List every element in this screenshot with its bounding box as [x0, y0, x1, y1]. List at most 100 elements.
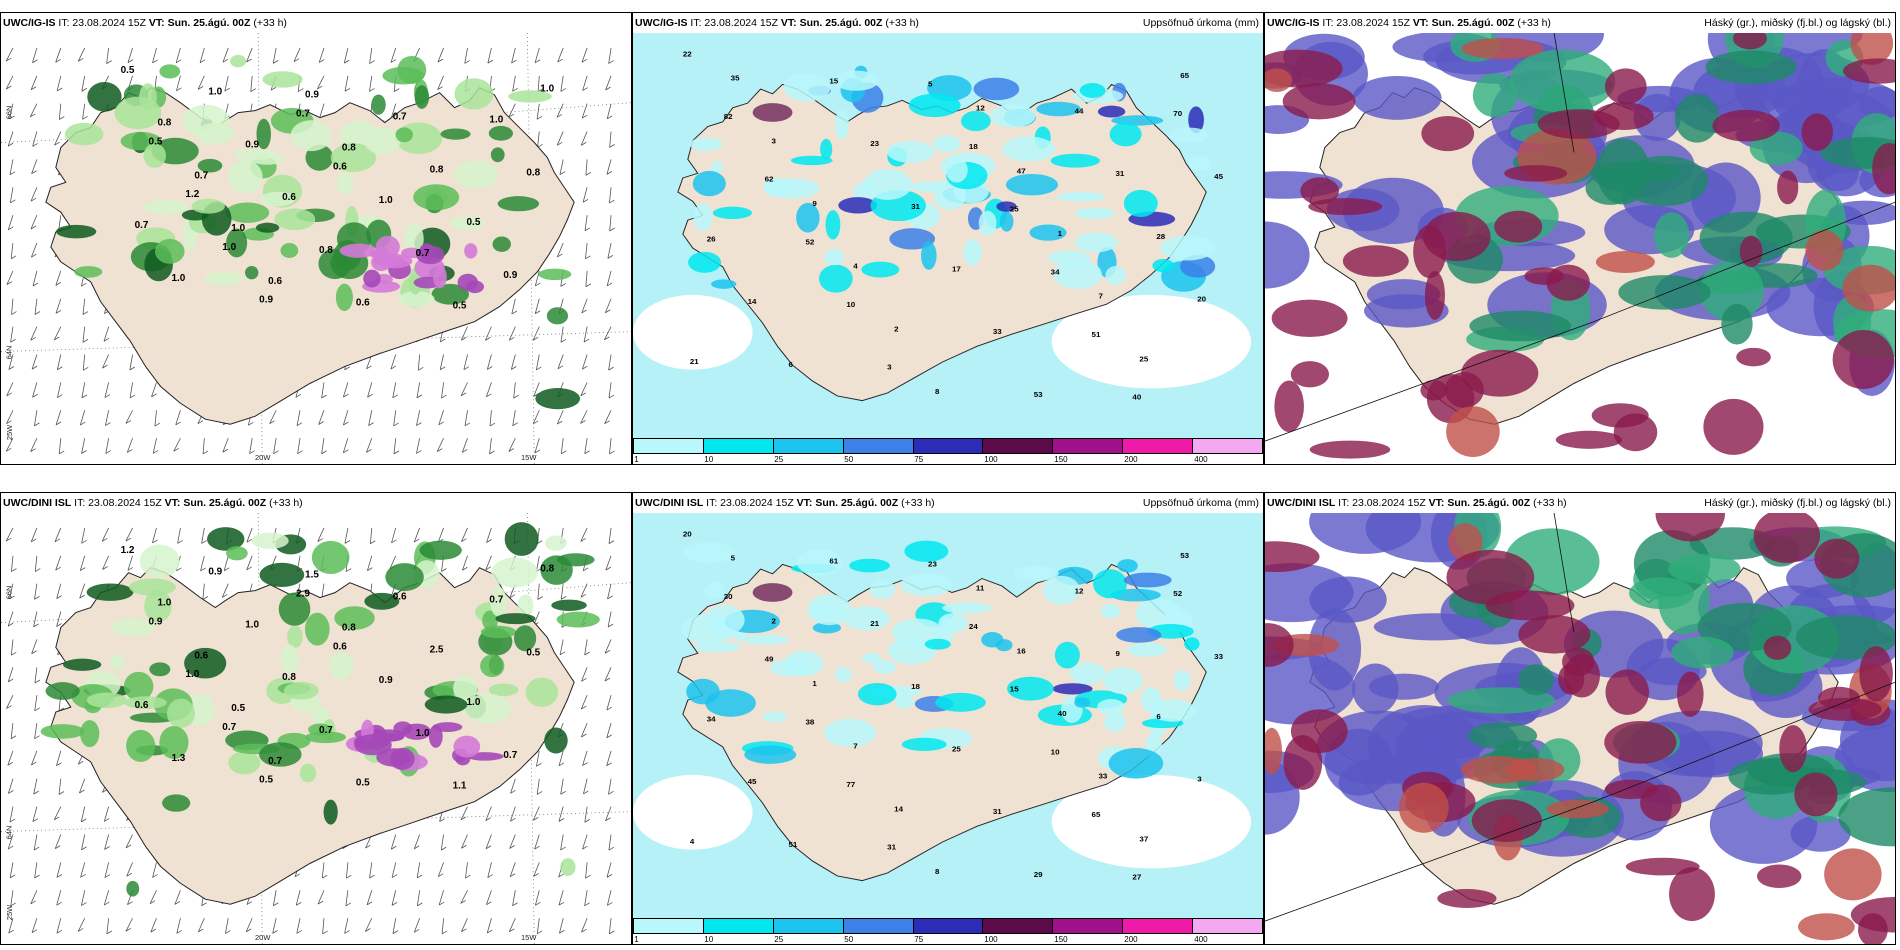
cloud-value: 0.6: [135, 700, 149, 711]
axis-label: 66N: [4, 585, 14, 600]
cloud-value: 0.7: [194, 170, 208, 181]
precip-value: 15: [829, 77, 839, 86]
high-cloud-layer: [1265, 33, 1895, 459]
init-time: IT: 23.08.2024 15Z: [687, 17, 781, 29]
precip-value: 53: [1034, 390, 1044, 399]
precip-value: 51: [789, 840, 799, 849]
precip-value: 8: [935, 387, 940, 396]
precip-value: 52: [805, 238, 814, 247]
cloud-value: 0.8: [319, 245, 333, 256]
precip-value: 2: [772, 617, 776, 626]
precip-value: 7: [1099, 292, 1103, 301]
model-name: UWC/IG-IS: [1267, 17, 1320, 29]
colorbar-swatch: [913, 919, 984, 933]
panel-header: UWC/IG-IS IT: 23.08.2024 15Z VT: Sun. 25…: [3, 15, 627, 31]
precip-value: 33: [1214, 652, 1224, 661]
cloud-value: 0.5: [121, 65, 135, 76]
precip-value: 9: [1115, 649, 1119, 658]
cloud-value: 1.3: [171, 753, 185, 764]
dry-areas: [633, 774, 1252, 869]
precip-value: 25: [1139, 355, 1149, 364]
colorbar-swatch: [1193, 919, 1263, 933]
colorbar-tick: 200: [1124, 455, 1138, 464]
axis-label: 20W: [255, 453, 271, 462]
cloud-value: 0.5: [149, 136, 163, 147]
panel-header: UWC/IG-IS IT: 23.08.2024 15Z VT: Sun. 25…: [1267, 15, 1891, 31]
cloud-value: 0.7: [268, 756, 282, 767]
init-time: IT: 23.08.2024 15Z: [71, 497, 165, 509]
cloud-value: 0.9: [503, 270, 517, 281]
valid-time: VT: Sun. 25.ágú. 00Z: [1412, 17, 1515, 29]
cloud-value: 0.8: [526, 167, 540, 178]
axis-label: 20W: [255, 933, 271, 942]
cloud-value: 0.7: [296, 109, 310, 120]
colorbar-tick: 150: [1054, 935, 1068, 944]
colorbar-swatch: [1123, 439, 1194, 453]
colorbar-swatch: [1053, 439, 1124, 453]
precip-value: 12: [1075, 587, 1084, 596]
cloud-value: 0.5: [526, 647, 540, 658]
high-cloud-layer: [1265, 513, 1895, 944]
axis-label: 64N: [4, 825, 14, 840]
cloud-cover: [40, 522, 600, 897]
cloud-values: 1.2 1.0 0.6 0.5 0.7 1.5 0.8 0.9 1.0 1.1 0.7 0.5 0.6 1…: [121, 545, 555, 792]
panel-ig-clouds: UWC/IG-IS IT: 23.08.2024 15Z VT: Sun. 25…: [1264, 12, 1896, 465]
precip-value: 45: [748, 777, 758, 786]
precip-value: 51: [1092, 330, 1102, 339]
precip-value: 16: [1017, 647, 1027, 656]
precip-value: 31: [993, 807, 1003, 816]
precip-value: 34: [707, 715, 717, 724]
lead-time: (+33 h): [1514, 17, 1551, 29]
precip-value: 35: [731, 74, 741, 83]
model-name: UWC/DINI ISL: [3, 497, 72, 509]
colorbar-tick: 100: [984, 935, 998, 944]
precip-field: [688, 65, 1216, 293]
precip-value: 3: [887, 363, 892, 372]
cloud-value: 2.5: [430, 644, 444, 655]
precip-value: 82: [724, 112, 733, 121]
precip-value: 45: [1214, 172, 1224, 181]
cloud-value: 1.0: [245, 619, 259, 630]
precip-value: 70: [1173, 109, 1182, 118]
colorbar-swatch: [983, 919, 1054, 933]
precip-value: 65: [1180, 71, 1190, 80]
precip-value: 53: [1180, 551, 1190, 560]
cloud-value: 1.2: [121, 545, 135, 556]
field-label: Uppsöfnuð úrkoma (mm): [1142, 497, 1259, 509]
precip-value: 25: [1010, 205, 1020, 214]
cloud-value: 0.8: [342, 142, 356, 153]
precip-value: 33: [993, 327, 1003, 336]
map-canvas: 2282625210351825345140704526146152331173…: [633, 33, 1263, 438]
field-label: Uppsöfnuð úrkoma (mm): [1142, 17, 1259, 29]
cloud-value: 0.8: [430, 164, 444, 175]
precip-value: 8: [935, 867, 940, 876]
lead-time: (+33 h): [250, 17, 287, 29]
precip-value: 34: [1051, 268, 1061, 277]
precip-value: 20: [1197, 295, 1206, 304]
panel-header: UWC/DINI ISL IT: 23.08.2024 15Z VT: Sun.…: [3, 495, 627, 511]
map-canvas: [1265, 33, 1895, 464]
panel-dini-clouds: UWC/DINI ISL IT: 23.08.2024 15Z VT: Sun.…: [1264, 492, 1896, 945]
precip-value: 47: [1017, 167, 1026, 176]
model-name: UWC/DINI ISL: [635, 497, 704, 509]
init-time: IT: 23.08.2024 15Z: [1335, 497, 1429, 509]
cloud-value: 0.7: [222, 722, 236, 733]
colorbar-swatch: [634, 439, 704, 453]
precip-value: 40: [1132, 393, 1141, 402]
precip-colorbar: 1 10 25 50 75 100 150 200 400: [633, 438, 1263, 464]
map-area: 1.2 1.0 0.6 0.5 0.7 1.5 0.8 0.9 1.0 1.1 0.7 0.5 0.6 1…: [1, 513, 631, 944]
map-area: [1265, 33, 1895, 464]
cloud-cover: [56, 54, 581, 410]
cloud-value: 0.8: [540, 564, 554, 575]
precip-value: 4: [853, 262, 858, 271]
precip-value: 38: [805, 718, 815, 727]
cloud-value: 1.2: [185, 189, 199, 200]
cloud-value: 0.9: [305, 90, 319, 101]
init-time: IT: 23.08.2024 15Z: [1319, 17, 1413, 29]
precip-value: 44: [1075, 107, 1085, 116]
colorbar-tick: 100: [984, 455, 998, 464]
precip-value: 27: [1132, 873, 1141, 882]
map-area: 20 30 49 38 77 31 23 24 15 10 65 27 52 33 34 45 51 61 21 18…: [633, 513, 1263, 918]
colorbar-swatch: [773, 439, 844, 453]
precip-colorbar: 1 10 25 50 75 100 150 200 400: [633, 918, 1263, 944]
